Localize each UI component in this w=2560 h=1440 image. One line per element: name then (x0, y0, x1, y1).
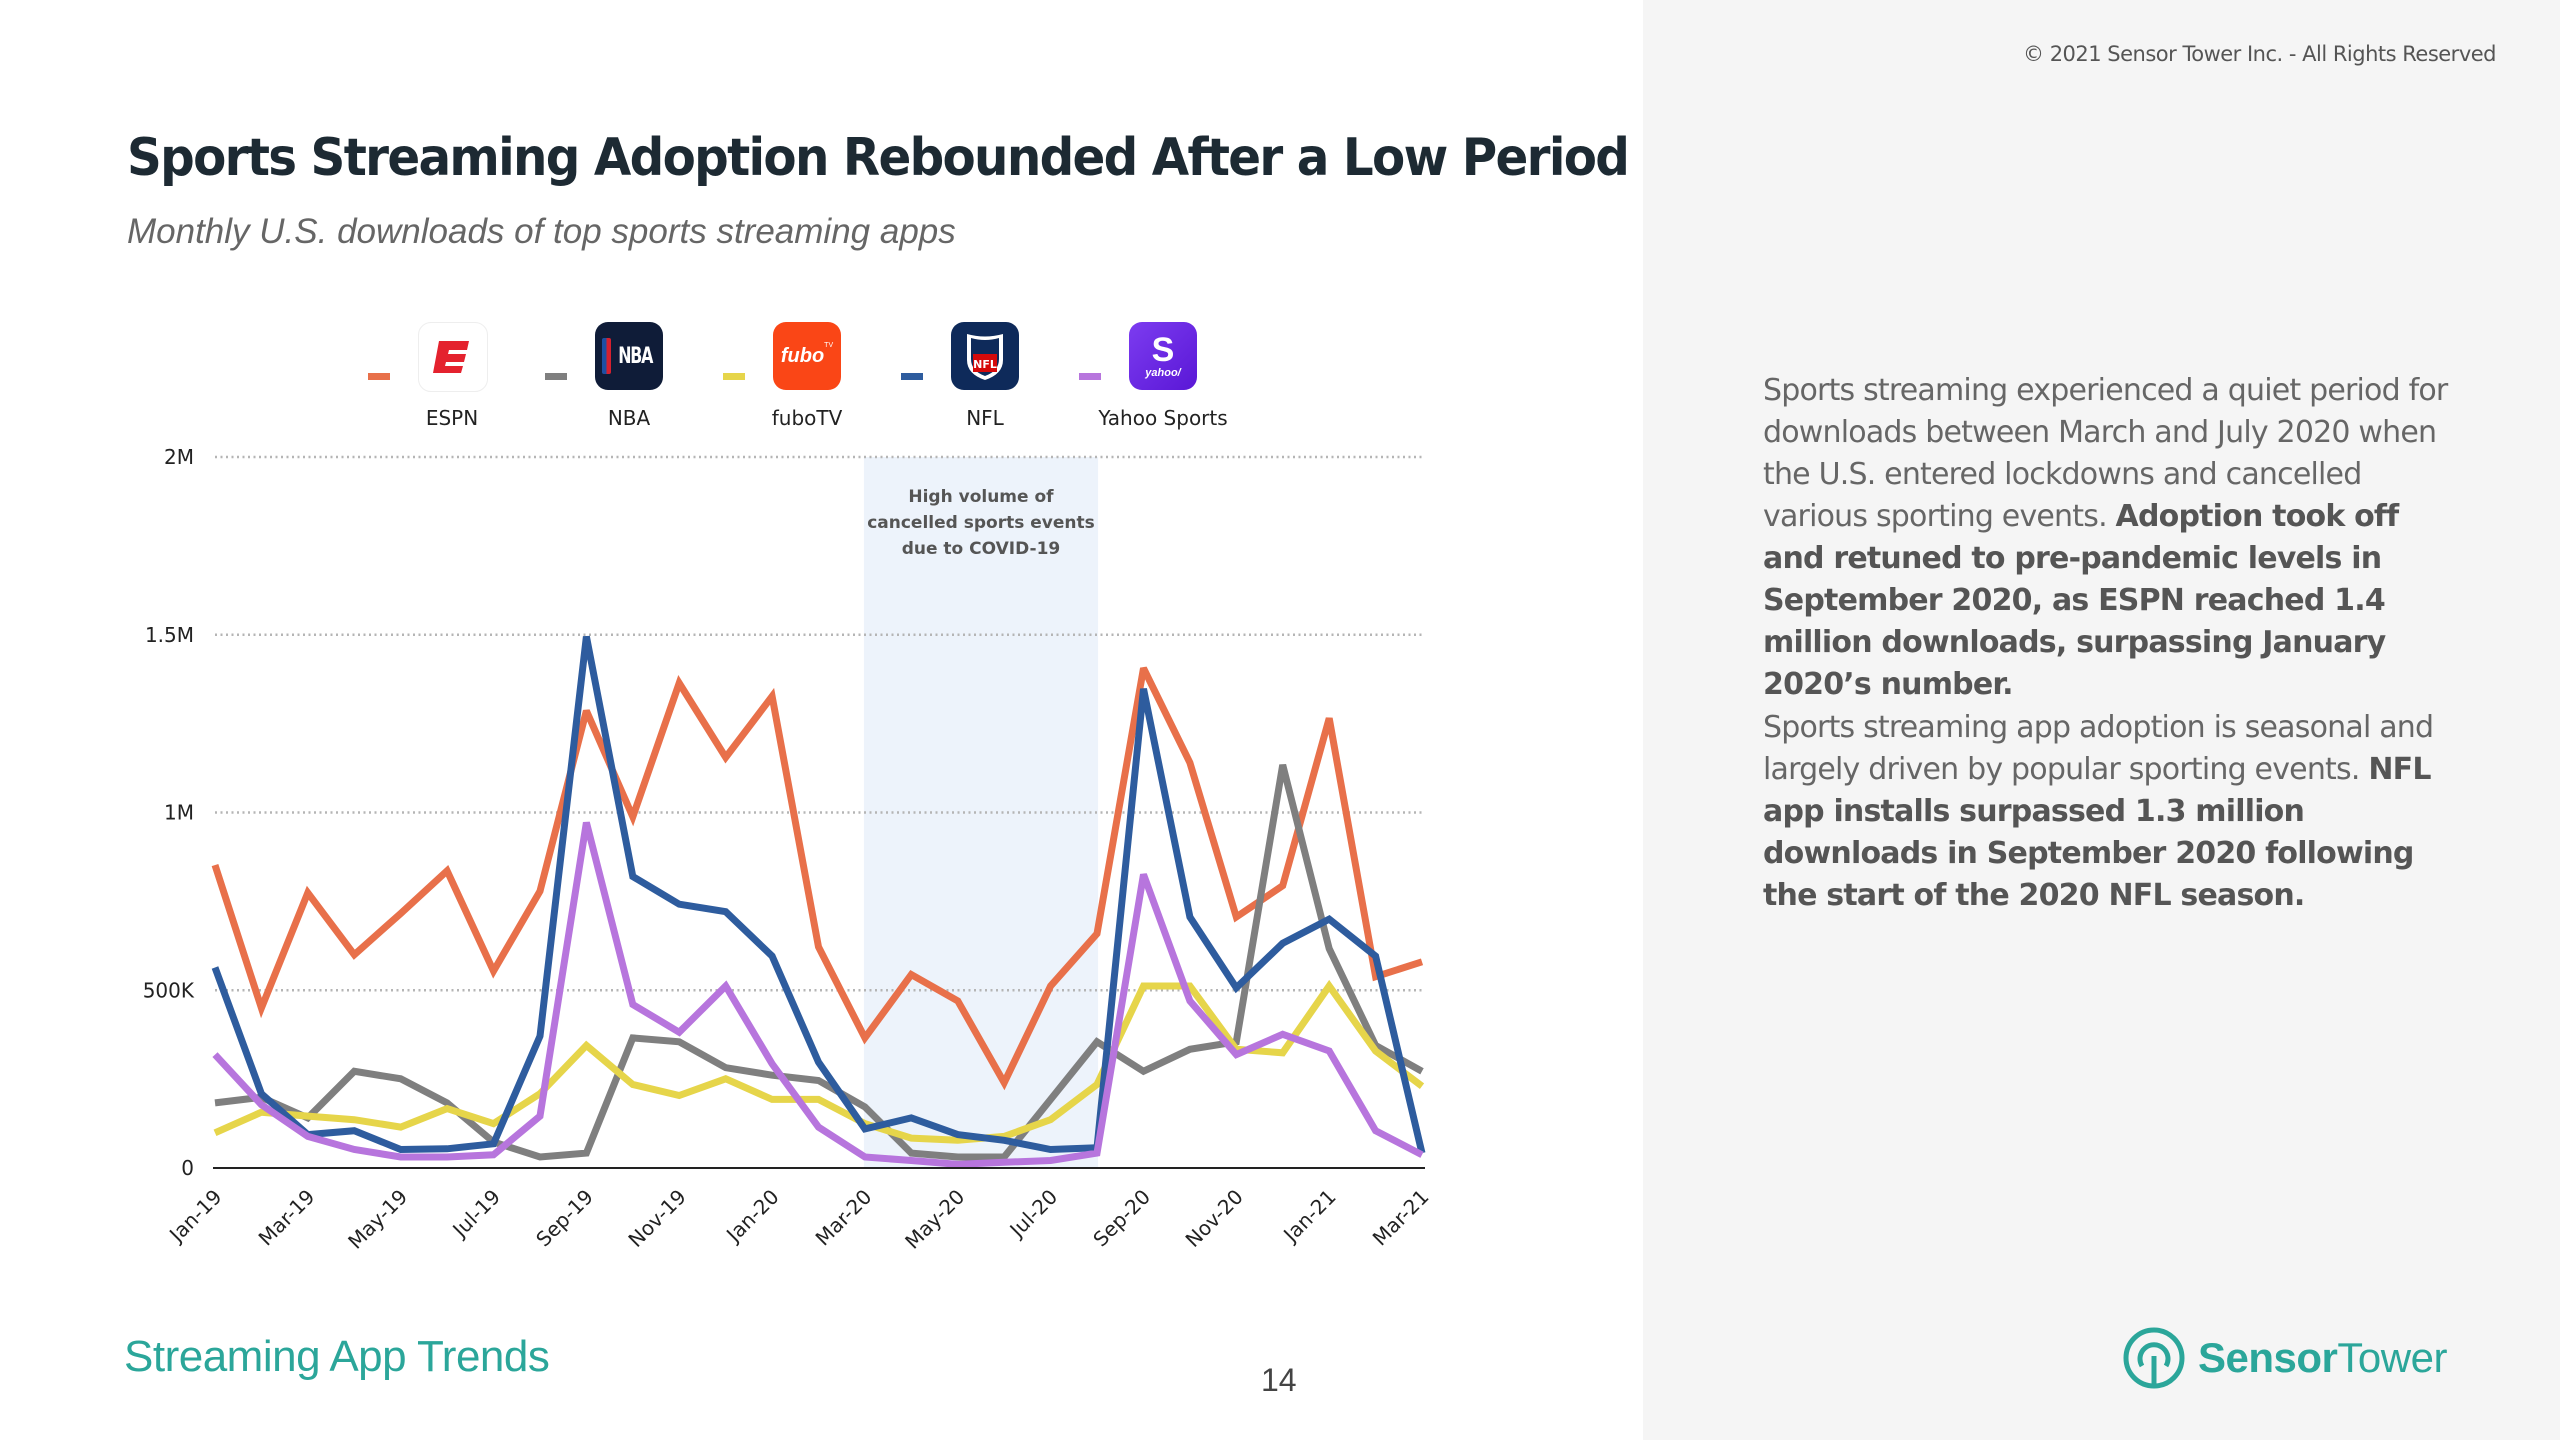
fubo-icon-text: fubo (780, 344, 825, 367)
x-tick-label: May-20 (900, 1185, 969, 1254)
page-subtitle: Monthly U.S. downloads of top sports str… (127, 212, 956, 251)
legend-label-nfl: NFL (966, 406, 1004, 430)
x-tick-label: Mar-20 (811, 1185, 877, 1251)
sensor-tower-logo: SensorTower (2122, 1326, 2447, 1390)
nfl-app-icon: NFL (951, 322, 1019, 390)
logo-text: SensorTower (2198, 1334, 2447, 1382)
fubotv-app-icon: fubo TV (773, 322, 841, 390)
legend-swatch-espn (368, 373, 390, 380)
nba-app-icon: NBA (595, 322, 663, 390)
y-tick-label: 2M (164, 445, 194, 469)
series-line-yahoo-sports (212, 821, 1424, 1168)
x-tick-label: Mar-21 (1368, 1185, 1434, 1251)
series-line-nba (214, 764, 1424, 1161)
x-tick-label: Nov-20 (1181, 1185, 1248, 1252)
espn-app-icon (418, 322, 488, 392)
logo-text-bold: Sensor (2198, 1334, 2338, 1381)
page-number: 14 (1261, 1362, 1297, 1398)
x-tick-label: Jul-19 (447, 1185, 506, 1244)
legend-swatch-yahoo-sports (1079, 373, 1101, 380)
legend-label-nba: NBA (607, 406, 651, 430)
sensor-tower-logo-icon (2123, 1327, 2185, 1389)
yahoo-icon-s: S (1151, 331, 1175, 369)
x-tick-label: Sep-19 (531, 1185, 598, 1252)
legend-label-fubotv: fuboTV (771, 406, 843, 430)
legend-swatch-nba (545, 373, 567, 380)
yahoo-icon-text: yahoo/ (1145, 367, 1181, 379)
y-tick-label: 1M (164, 801, 194, 825)
insight-1-highlight: Adoption took off and retuned to pre-pan… (1763, 499, 2399, 702)
legend-swatch-fubotv (723, 373, 745, 380)
annotation-text: High volume of (908, 487, 1054, 507)
series-line-espn (211, 666, 1424, 1091)
insight-paragraph-1: Sports streaming experienced a quiet per… (1763, 370, 2463, 706)
x-tick-label: Jan-21 (1277, 1185, 1340, 1248)
legend-label-yahoo-sports: Yahoo Sports (1098, 406, 1228, 430)
x-tick-label: Jul-20 (1004, 1185, 1063, 1244)
x-tick-label: Sep-20 (1088, 1185, 1155, 1252)
yahoo-sports-app-icon: S yahoo/ (1129, 322, 1197, 390)
line-chart: High volume of cancelled sports events due… (143, 445, 1434, 1254)
legend-label-espn: ESPN (425, 406, 479, 430)
nfl-shield-icon: NFL (967, 334, 1003, 380)
right-panel (1643, 0, 2560, 1440)
copyright: © 2021 Sensor Tower Inc. - All Rights Re… (2023, 42, 2496, 66)
section-title: Streaming App Trends (124, 1332, 550, 1381)
svg-text:NFL: NFL (973, 358, 997, 371)
logo-text-light: Tower (2337, 1334, 2447, 1381)
insight-2-text: Sports streaming app adoption is seasona… (1763, 710, 2434, 787)
insight-2-highlight: NFL app installs surpassed 1.3 million d… (1763, 752, 2431, 913)
x-tick-label: Nov-19 (623, 1185, 690, 1252)
insight-1-text: Sports streaming experienced a quiet per… (1763, 373, 2448, 534)
page-title: Sports Streaming Adoption Rebounded Afte… (127, 128, 1630, 188)
annotation-text: cancelled sports events (867, 513, 1095, 533)
x-tick-label: Mar-19 (254, 1185, 320, 1251)
x-tick-label: Jan-19 (163, 1185, 226, 1248)
y-tick-label: 1.5M (145, 623, 194, 647)
series-line-nfl (211, 635, 1426, 1154)
annotation-text: due to COVID-19 (902, 539, 1061, 559)
x-tick-label: May-19 (343, 1185, 412, 1254)
y-tick-label: 0 (181, 1156, 194, 1180)
insight-paragraph-2: Sports streaming app adoption is seasona… (1763, 707, 2463, 917)
nba-icon-text: NBA (618, 343, 653, 369)
fubo-icon-tv: TV (824, 342, 834, 349)
y-tick-label: 500K (143, 978, 195, 1002)
series-line-fubotv (213, 979, 1425, 1144)
x-tick-label: Jan-20 (720, 1185, 783, 1248)
legend-swatch-nfl (901, 373, 923, 380)
